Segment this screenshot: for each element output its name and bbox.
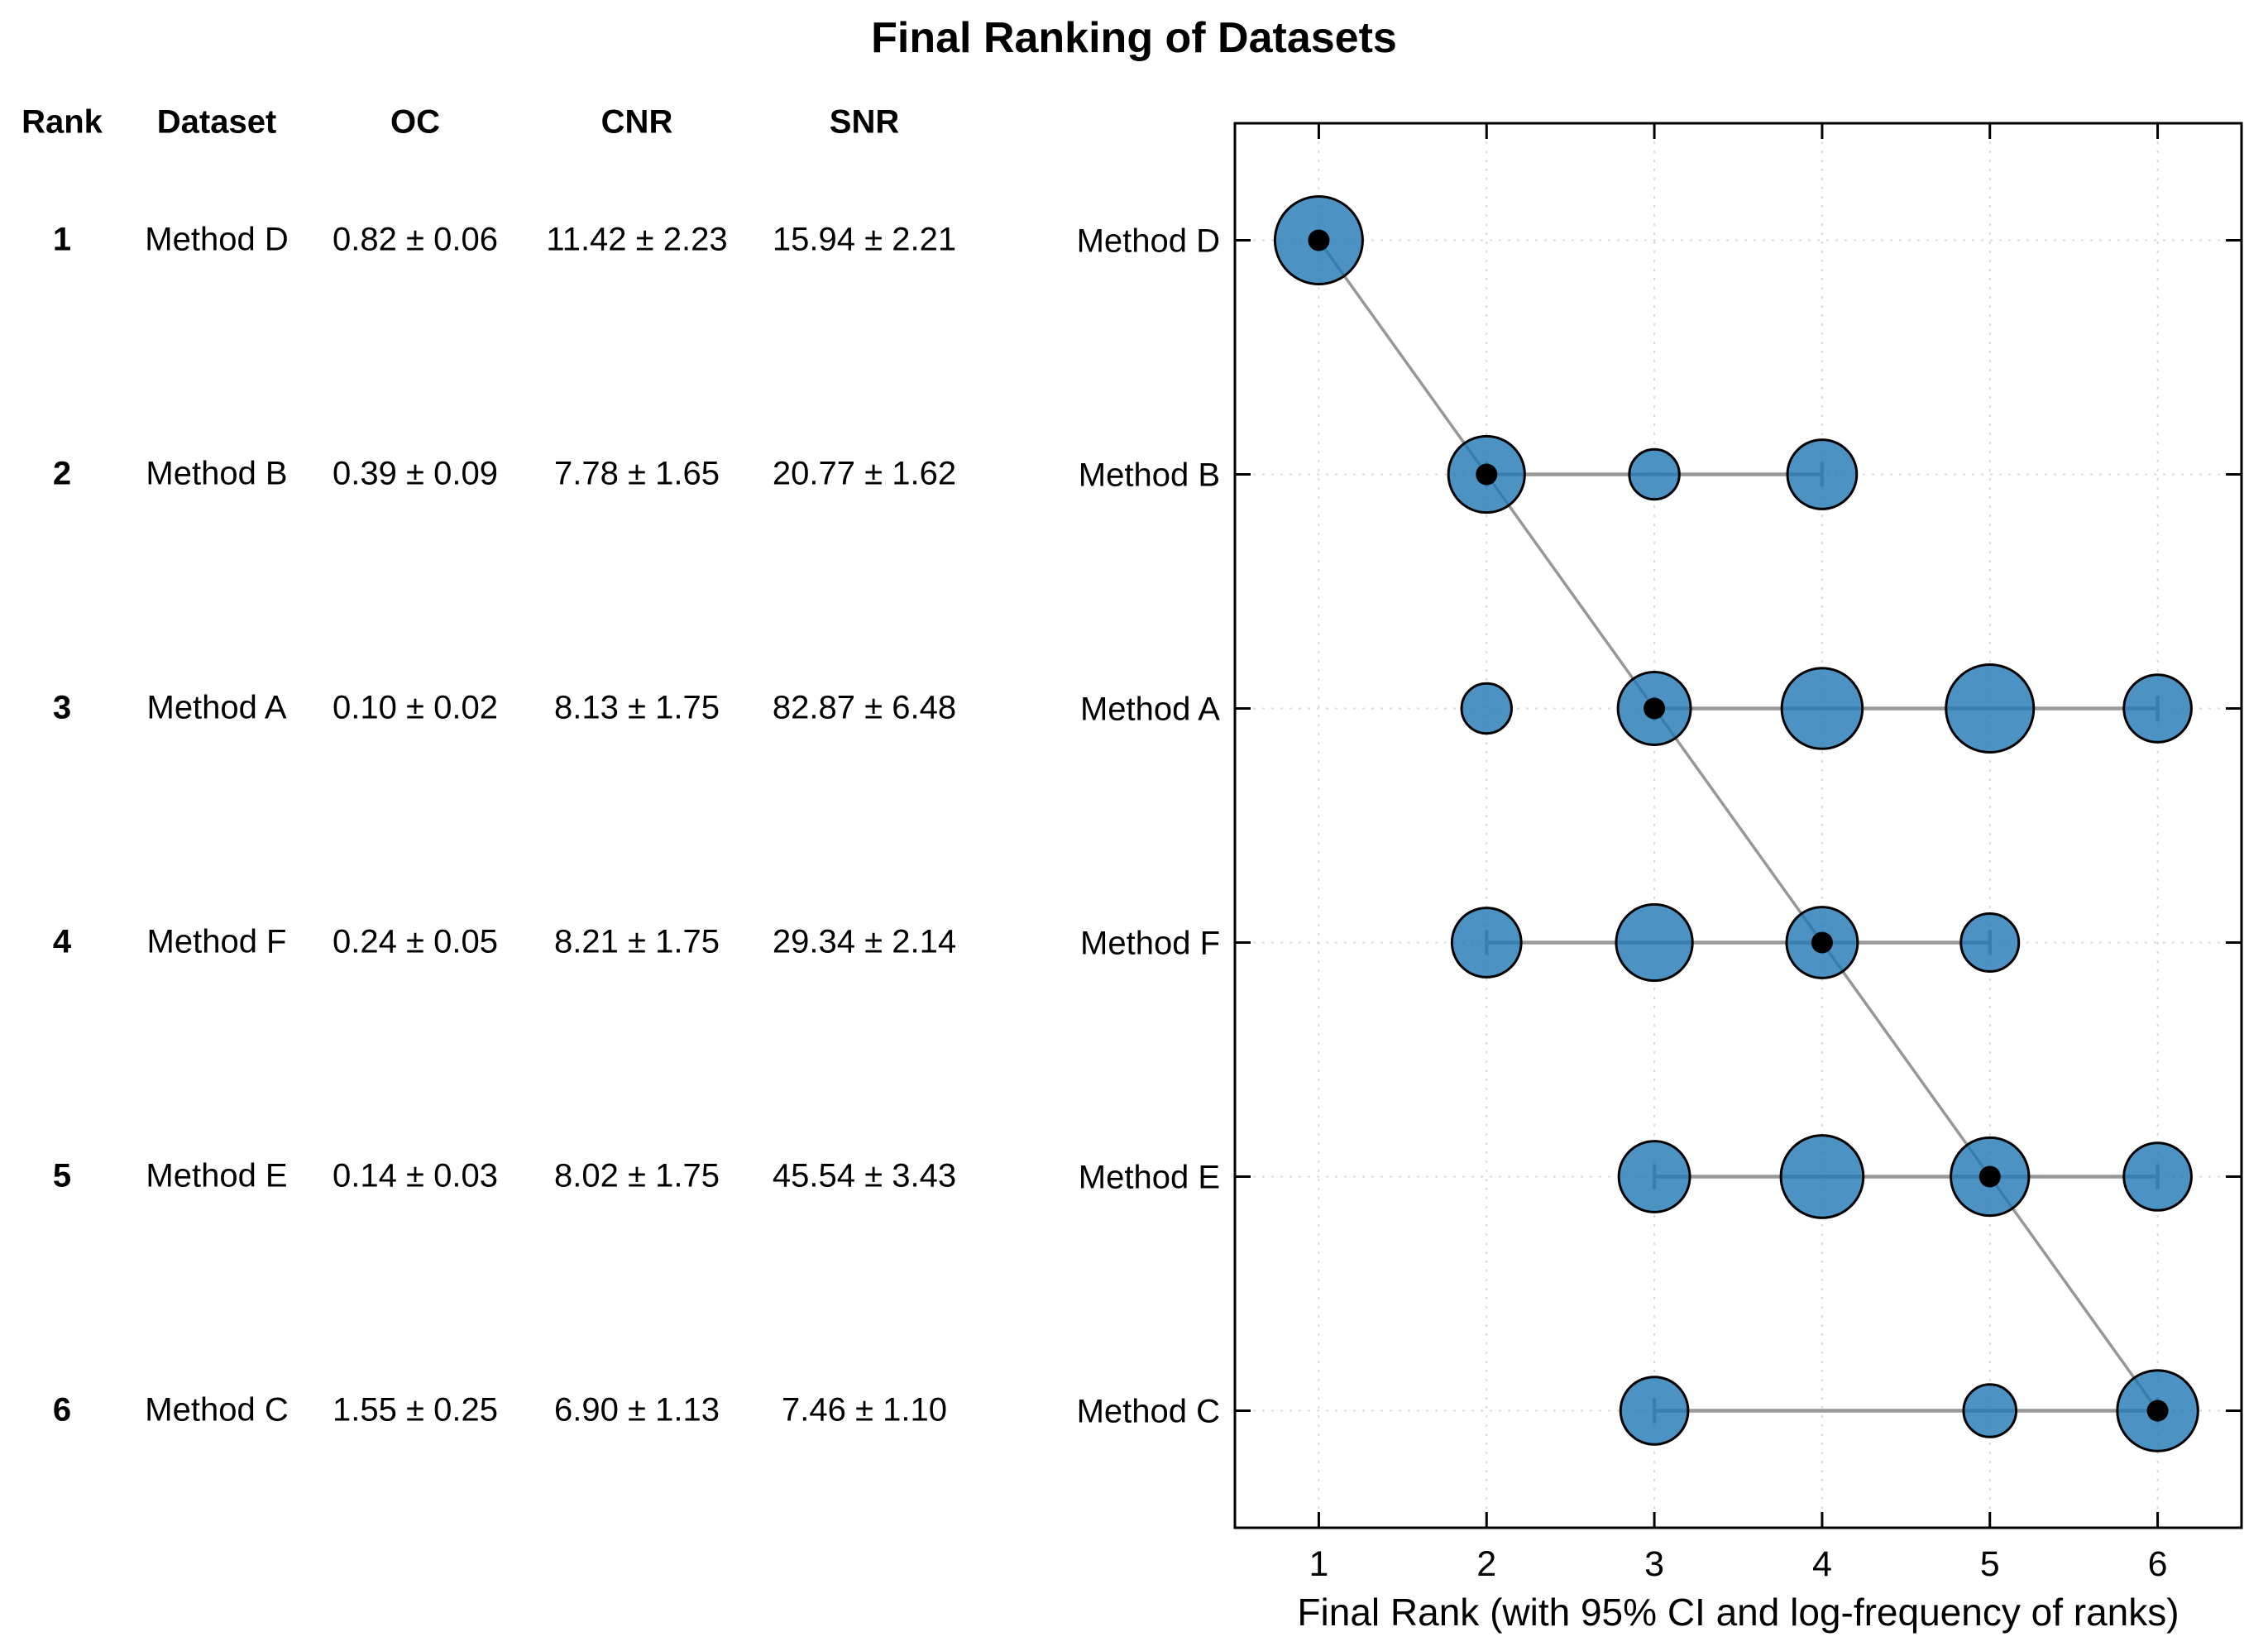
table-cell-cnr: 8.21 ± 1.75: [554, 923, 720, 960]
final-rank-dot: [1308, 229, 1330, 251]
trend-line: [1317, 239, 2160, 1412]
table-cell-snr: 15.94 ± 2.21: [772, 221, 957, 258]
column-header-cnr: CNR: [600, 103, 673, 141]
rank-bubble: [1460, 682, 1513, 735]
table-cell-rank: 5: [52, 1157, 72, 1194]
table-cell-rank: 3: [52, 689, 72, 726]
table-cell-cnr: 11.42 ± 2.23: [546, 221, 728, 258]
final-rank-dot: [1811, 931, 1833, 954]
page-title: Final Ranking of Datasets: [871, 14, 1397, 62]
rank-bubble: [1780, 667, 1864, 750]
table-cell-dataset: Method D: [145, 221, 289, 258]
table-cell-snr: 82.87 ± 6.48: [772, 689, 957, 726]
x-tick-label: 4: [1812, 1544, 1832, 1584]
rank-bubble: [1628, 447, 1681, 501]
rank-bubble: [1779, 1134, 1865, 1219]
table-cell-cnr: 7.78 ± 1.65: [554, 455, 720, 492]
table-cell-cnr: 8.02 ± 1.75: [554, 1157, 720, 1194]
final-rank-dot: [2146, 1400, 2169, 1422]
x-axis-label: Final Rank (with 95% CI and log-frequenc…: [1297, 1591, 2179, 1634]
table-cell-dataset: Method A: [146, 689, 287, 726]
y-tick-label: Method A: [1080, 692, 1220, 728]
table-cell-dataset: Method C: [145, 1391, 289, 1428]
x-tick-label: 5: [1980, 1544, 2000, 1584]
column-header-dataset: Dataset: [156, 103, 277, 141]
table-cell-rank: 2: [52, 455, 72, 492]
table-cell-dataset: Method B: [146, 455, 288, 492]
final-rank-dot: [1979, 1165, 2001, 1188]
table-cell-oc: 0.24 ± 0.05: [333, 923, 498, 960]
column-header-oc: OC: [390, 103, 440, 141]
table-cell-oc: 0.14 ± 0.03: [333, 1157, 498, 1194]
final-rank-dot: [1476, 463, 1498, 486]
table-cell-dataset: Method F: [146, 923, 287, 960]
table-cell-dataset: Method E: [146, 1157, 288, 1194]
y-tick-label: Method C: [1077, 1394, 1220, 1430]
column-header-rank: Rank: [22, 103, 103, 141]
y-tick-label: Method D: [1077, 223, 1220, 260]
rank-bubble: [2122, 1141, 2193, 1212]
x-tick-label: 2: [1476, 1544, 1496, 1584]
rank-bubble: [1615, 902, 1694, 983]
axis-box: [1233, 122, 2243, 1529]
table-cell-oc: 1.55 ± 0.25: [333, 1391, 498, 1428]
table-cell-snr: 7.46 ± 1.10: [782, 1391, 947, 1428]
column-header-snr: SNR: [829, 103, 900, 141]
x-tick-label: 1: [1309, 1544, 1328, 1584]
y-tick-label: Method B: [1079, 457, 1220, 494]
table-cell-oc: 0.10 ± 0.02: [333, 689, 498, 726]
rank-bubble: [1450, 907, 1523, 979]
rank-bubble: [1945, 663, 2036, 754]
rank-bubble: [1619, 1376, 1690, 1446]
y-tick-label: Method E: [1079, 1160, 1220, 1196]
table-cell-rank: 6: [52, 1391, 72, 1428]
x-tick-label: 3: [1644, 1544, 1664, 1584]
y-tick-label: Method F: [1080, 926, 1220, 962]
rank-bubble: [1786, 438, 1859, 510]
table-cell-rank: 4: [52, 923, 72, 960]
table-cell-snr: 45.54 ± 3.43: [772, 1157, 957, 1194]
rank-bubble: [2122, 673, 2193, 744]
rank-bubble: [1959, 912, 2021, 973]
table-cell-snr: 20.77 ± 1.62: [772, 455, 957, 492]
table-cell-oc: 0.82 ± 0.06: [333, 221, 498, 258]
table-cell-rank: 1: [52, 221, 72, 258]
rank-bubble: [1617, 1140, 1691, 1213]
table-cell-oc: 0.39 ± 0.09: [333, 455, 498, 492]
rank-bubble: [1962, 1383, 2018, 1438]
table-cell-cnr: 6.90 ± 1.13: [554, 1391, 720, 1428]
table-cell-cnr: 8.13 ± 1.75: [554, 689, 720, 726]
table-cell-snr: 29.34 ± 2.14: [772, 923, 957, 960]
final-rank-dot: [1644, 697, 1666, 720]
x-tick-label: 6: [2148, 1544, 2168, 1584]
